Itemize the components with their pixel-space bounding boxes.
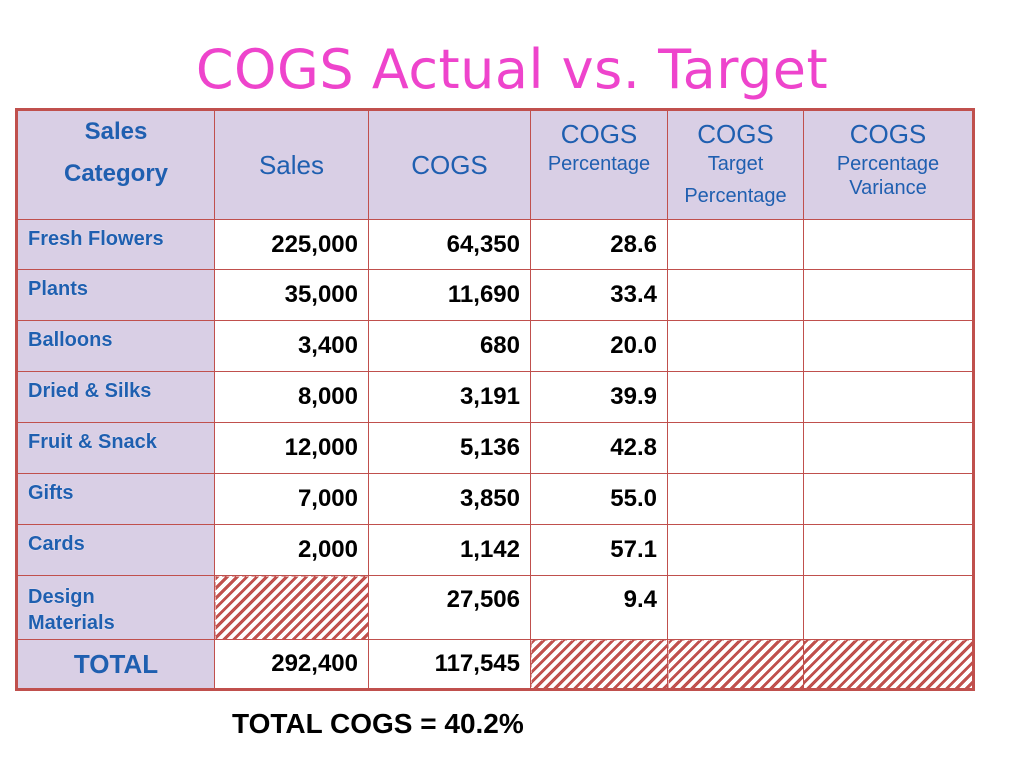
- design-category-line1: Design: [28, 586, 95, 608]
- table-row: Gifts 7,000 3,850 55.0: [16, 473, 974, 525]
- row-variance-cell[interactable]: [803, 422, 974, 474]
- total-label: TOTAL: [16, 639, 215, 690]
- table-row: Fruit & Snack 12,000 5,136 42.8: [16, 422, 974, 474]
- row-cogs-percentage: 33.4: [530, 269, 668, 321]
- row-cogs-percentage: 55.0: [530, 473, 668, 525]
- row-sales: 8,000: [214, 371, 369, 423]
- table-row: Cards 2,000 1,142 57.1: [16, 524, 974, 576]
- row-target-cell[interactable]: [667, 473, 804, 525]
- total-row: TOTAL 292,400 117,545: [16, 639, 974, 690]
- row-cogs: 64,350: [368, 219, 531, 270]
- row-cogs: 11,690: [368, 269, 531, 321]
- row-category: Fruit & Snack: [16, 422, 215, 474]
- header-variance-line2: Percentage: [836, 153, 940, 175]
- row-target-cell[interactable]: [667, 371, 804, 423]
- row-cogs-percentage: 20.0: [530, 320, 668, 372]
- design-materials-row: Design Materials 27,506 9.4: [16, 575, 974, 640]
- row-category: Gifts: [16, 473, 215, 525]
- header-cogs-target-percentage: COGS Target Percentage: [667, 109, 804, 220]
- row-variance-cell[interactable]: [803, 269, 974, 321]
- hatched-cell: [803, 639, 974, 690]
- header-cogs-percentage-variance: COGS Percentage Variance: [803, 109, 974, 220]
- row-cogs: 5,136: [368, 422, 531, 474]
- header-cogs-percentage-line1: COGS: [560, 119, 638, 149]
- row-category: Plants: [16, 269, 215, 321]
- row-cogs-percentage: 42.8: [530, 422, 668, 474]
- row-cogs-percentage: 28.6: [530, 219, 668, 270]
- row-sales: 7,000: [214, 473, 369, 525]
- row-target-cell[interactable]: [667, 269, 804, 321]
- header-sales-category: Sales Category: [16, 109, 215, 220]
- row-cogs: 680: [368, 320, 531, 372]
- header-variance-line1: COGS: [849, 119, 927, 149]
- design-target-cell[interactable]: [667, 575, 804, 640]
- row-cogs-percentage: 57.1: [530, 524, 668, 576]
- page-title: COGS Actual vs. Target: [195, 38, 829, 101]
- row-variance-cell[interactable]: [803, 320, 974, 372]
- row-target-cell[interactable]: [667, 524, 804, 576]
- table-row: Plants 35,000 11,690 33.4: [16, 269, 974, 321]
- row-cogs-percentage: 39.9: [530, 371, 668, 423]
- row-variance-cell[interactable]: [803, 524, 974, 576]
- row-variance-cell[interactable]: [803, 473, 974, 525]
- row-target-cell[interactable]: [667, 320, 804, 372]
- hatched-cell: [667, 639, 804, 690]
- header-sales-category-line2: Category: [63, 160, 169, 187]
- row-cogs: 1,142: [368, 524, 531, 576]
- row-variance-cell[interactable]: [803, 371, 974, 423]
- hatched-cell: [530, 639, 668, 690]
- row-sales: 2,000: [214, 524, 369, 576]
- row-cogs: 3,850: [368, 473, 531, 525]
- table-row: Dried & Silks 8,000 3,191 39.9: [16, 371, 974, 423]
- header-row: Sales Category Sales COGS COGS Percentag…: [16, 109, 974, 220]
- header-cogs-percentage-line2: Percentage: [547, 153, 651, 175]
- row-cogs: 3,191: [368, 371, 531, 423]
- row-target-cell[interactable]: [667, 219, 804, 270]
- hatched-cell: [214, 575, 369, 640]
- header-cogs-percentage: COGS Percentage: [530, 109, 668, 220]
- row-sales: 35,000: [214, 269, 369, 321]
- table-row: Fresh Flowers 225,000 64,350 28.6: [16, 219, 974, 270]
- design-materials-category: Design Materials: [16, 575, 215, 640]
- design-cogs: 27,506: [368, 575, 531, 640]
- header-target-line1: COGS: [697, 119, 774, 149]
- row-category: Dried & Silks: [16, 371, 215, 423]
- header-sales: Sales: [214, 109, 369, 220]
- header-variance-line3: Variance: [849, 177, 927, 199]
- row-category: Fresh Flowers: [16, 219, 215, 270]
- row-sales: 3,400: [214, 320, 369, 372]
- row-sales: 12,000: [214, 422, 369, 474]
- total-cogs-note: TOTAL COGS = 40.2%: [232, 708, 524, 739]
- row-category: Cards: [16, 524, 215, 576]
- header-target-line2: Target: [707, 153, 764, 175]
- header-target-line3: Percentage: [684, 185, 787, 207]
- header-cogs: COGS: [368, 109, 531, 220]
- design-category-line2: Materials: [28, 612, 115, 634]
- design-cogs-percentage: 9.4: [530, 575, 668, 640]
- table-row: Balloons 3,400 680 20.0: [16, 320, 974, 372]
- total-cogs: 117,545: [368, 639, 531, 690]
- total-sales: 292,400: [214, 639, 369, 690]
- row-variance-cell[interactable]: [803, 219, 974, 270]
- header-sales-category-line1: Sales: [84, 118, 148, 145]
- row-category: Balloons: [16, 320, 215, 372]
- row-sales: 225,000: [214, 219, 369, 270]
- design-variance-cell[interactable]: [803, 575, 974, 640]
- cogs-table: Sales Category Sales COGS COGS Percentag…: [15, 108, 975, 691]
- row-target-cell[interactable]: [667, 422, 804, 474]
